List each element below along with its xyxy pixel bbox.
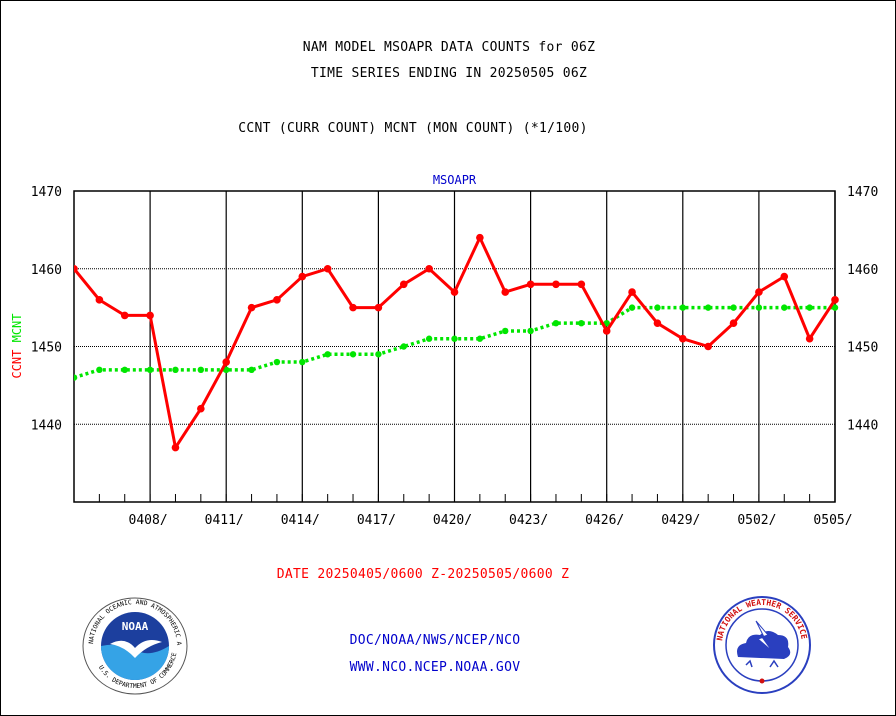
ccnt-data-point — [577, 280, 586, 289]
ccnt-data-point — [729, 319, 738, 327]
noaa-logo: NATIONAL OCEANIC AND ATMOSPHERIC ADMINIS… — [80, 596, 188, 695]
chart-title-line1: NAM MODEL MSOAPR DATA COUNTS for 06Z — [302, 40, 596, 55]
plot-title: MSOAPR — [433, 173, 477, 187]
ccnt-data-point — [146, 311, 154, 320]
ccnt-data-point — [374, 303, 383, 312]
mcnt-data-point — [146, 366, 154, 374]
y-tick-label-left: 1460 — [31, 263, 62, 278]
mcnt-data-point — [223, 366, 230, 374]
mcnt-data-point — [451, 335, 458, 342]
mcnt-data-point — [628, 304, 636, 311]
mcnt-data-point — [755, 304, 763, 311]
ccnt-data-point — [399, 280, 408, 289]
chart-title-line2: TIME SERIES ENDING IN 20250505 06Z — [310, 66, 588, 81]
y-tick-label-left: 1450 — [31, 341, 62, 356]
ccnt-data-point — [628, 288, 636, 296]
mcnt-data-point — [552, 319, 560, 327]
mcnt-data-point — [121, 366, 128, 374]
x-tick-label: 0426/ — [585, 513, 624, 528]
ccnt-data-point — [552, 280, 560, 289]
y-tick-label-right: 1460 — [847, 263, 878, 278]
mcnt-data-point — [476, 335, 484, 342]
x-tick-label: 0414/ — [281, 513, 320, 528]
y-axis-label-ccnt: CCNT — [10, 342, 24, 378]
chart-subtitle: CCNT (CURR COUNT) MCNT (MON COUNT) (*1/1… — [238, 121, 588, 136]
ccnt-data-point — [653, 319, 662, 327]
mcnt-data-point — [299, 358, 306, 366]
x-tick-label: 0417/ — [357, 513, 396, 528]
ccnt-data-point — [679, 334, 687, 343]
mcnt-data-point — [603, 319, 610, 327]
ccnt-data-point — [831, 296, 839, 304]
ccnt-data-point — [197, 404, 205, 413]
mcnt-data-point — [172, 366, 179, 374]
ccnt-data-point — [476, 233, 484, 242]
y-tick-label-left: 1440 — [31, 418, 62, 433]
ccnt-data-point — [95, 296, 104, 304]
y-axis-label: CCNT MCNT — [10, 313, 24, 378]
mcnt-data-point — [197, 366, 205, 374]
mcnt-data-point — [806, 304, 813, 311]
ccnt-data-point — [74, 264, 78, 273]
plot-frame — [73, 190, 836, 503]
mcnt-data-point — [74, 374, 78, 381]
noaa-label: NOAA — [122, 620, 149, 633]
org-path-link[interactable]: DOC/NOAA/NWS/NCEP/NCO — [349, 633, 521, 648]
ccnt-data-point — [120, 311, 129, 320]
mcnt-data-point — [425, 335, 433, 342]
x-tick-label: 0423/ — [509, 513, 548, 528]
ccnt-data-point — [501, 288, 510, 296]
x-tick-label: 0502/ — [737, 513, 776, 528]
line-chart: 1440 1440 1450 1450 1460 1460 1470 1470 0408/041… — [10, 173, 878, 528]
y-tick-label-left: 1470 — [31, 185, 62, 200]
x-tick-label: 0505/ — [813, 513, 852, 528]
mcnt-data-point — [781, 304, 788, 311]
mcnt-data-point — [96, 366, 103, 374]
mcnt-data-point — [679, 304, 686, 311]
mcnt-data-point — [654, 304, 661, 311]
ccnt-data-point — [602, 327, 611, 335]
x-tick-label: 0429/ — [661, 513, 700, 528]
ccnt-data-point — [704, 342, 712, 351]
mcnt-data-point — [578, 319, 585, 327]
mcnt-data-point — [375, 351, 382, 358]
ccnt-data-point — [805, 334, 814, 343]
mcnt-data-point — [730, 304, 737, 311]
ccnt-data-point — [755, 288, 763, 296]
x-tick-label: 0420/ — [433, 513, 472, 528]
ccnt-data-point — [273, 296, 281, 304]
mcnt-data-point — [704, 304, 712, 311]
mcnt-data-point — [324, 351, 331, 358]
ccnt-data-point — [247, 303, 256, 312]
mcnt-data-point — [400, 343, 407, 350]
ccnt-data-point — [425, 264, 433, 273]
date-range-label: DATE 20250405/0600 Z-20250505/0600 Z — [276, 567, 570, 582]
y-tick-label-right: 1450 — [847, 341, 878, 356]
mcnt-data-point — [248, 366, 255, 374]
y-axis-label-mcnt: MCNT — [10, 313, 24, 342]
x-tick-label: 0411/ — [205, 513, 244, 528]
mcnt-data-point — [502, 327, 509, 335]
ccnt-data-point — [323, 264, 332, 273]
nws-logo: NATIONAL WEATHER SERVICE — [713, 596, 811, 694]
ccnt-data-point — [526, 280, 535, 289]
ccnt-data-point — [780, 272, 789, 281]
ccnt-data-point — [222, 358, 230, 366]
ccnt-data-point — [349, 303, 357, 312]
website-link[interactable]: WWW.NCO.NCEP.NOAA.GOV — [349, 660, 521, 675]
ccnt-data-point — [298, 272, 307, 281]
mcnt-data-point — [831, 304, 839, 311]
mcnt-data-point — [349, 351, 357, 358]
ccnt-data-point — [171, 443, 180, 452]
x-tick-label: 0408/ — [129, 513, 168, 528]
ccnt-data-point — [450, 288, 459, 296]
mcnt-data-point — [527, 327, 534, 335]
y-tick-label-right: 1470 — [847, 185, 878, 200]
y-tick-label-right: 1440 — [847, 418, 878, 433]
mcnt-data-point — [273, 358, 281, 366]
